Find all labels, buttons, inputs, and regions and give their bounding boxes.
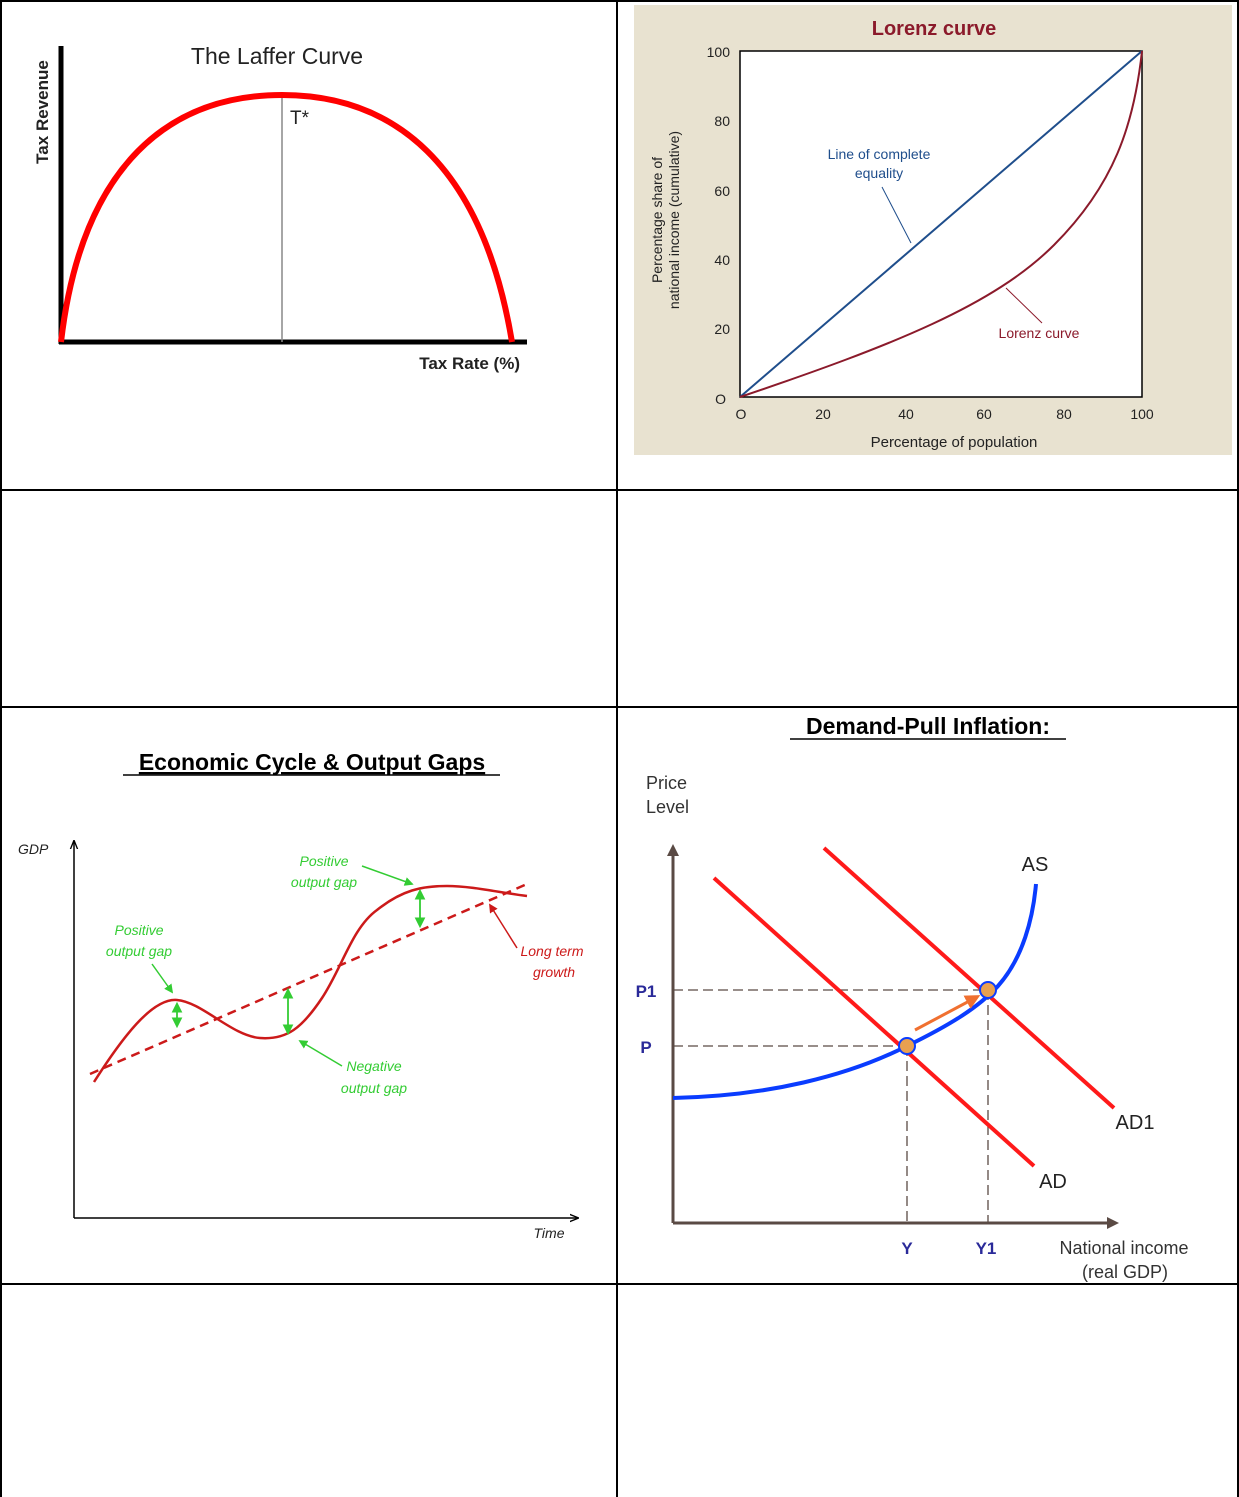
lorenz-y-tick: 80 xyxy=(714,113,730,129)
table-row-divider xyxy=(0,489,1239,491)
cycle-x-axis-label: Time xyxy=(534,1225,565,1241)
cycle-y-axis-label: GDP xyxy=(18,841,49,857)
lorenz-title: Lorenz curve xyxy=(872,18,996,40)
laffer-x-axis-label: Tax Rate (%) xyxy=(419,354,520,373)
inflation-shift-arrow xyxy=(914,995,981,1032)
inflation-y-axis-label-1: Price xyxy=(646,773,687,793)
table-border-right xyxy=(1237,0,1239,1497)
inflation-title: Demand-Pull Inflation: xyxy=(806,713,1050,739)
economic-cycle-cell: Economic Cycle & Output Gaps GDP Time Po… xyxy=(2,708,616,1283)
lorenz-y-tick: 20 xyxy=(714,321,730,337)
lorenz-x-tick: 80 xyxy=(1056,406,1072,422)
cycle-positive-gap-label-2b: output gap xyxy=(291,874,357,890)
inflation-x-axis-label-2: (real GDP) xyxy=(1082,1262,1168,1282)
lorenz-x-tick: 100 xyxy=(1130,406,1154,422)
table-row-divider xyxy=(0,706,1239,708)
lorenz-curve-diagram: Lorenz curve 100 80 60 40 20 O O 20 40 6… xyxy=(634,5,1232,455)
lorenz-x-tick: 60 xyxy=(976,406,992,422)
table-row-divider xyxy=(0,1283,1239,1285)
inflation-p-label: P xyxy=(640,1038,651,1057)
cycle-positive-gap-label-1b: output gap xyxy=(106,943,172,959)
lorenz-x-tick: 20 xyxy=(815,406,831,422)
inflation-ad1-label: AD1 xyxy=(1116,1112,1155,1134)
lorenz-equality-label-1: Line of complete xyxy=(828,146,931,162)
inflation-equilibrium-point xyxy=(898,1037,916,1055)
cycle-negative-gap-label-b: output gap xyxy=(341,1080,407,1096)
table-border-top xyxy=(0,0,1239,2)
lorenz-curve-cell: Lorenz curve 100 80 60 40 20 O O 20 40 6… xyxy=(634,5,1232,455)
cycle-trend-pointer xyxy=(489,903,518,949)
lorenz-origin-y: O xyxy=(715,391,726,407)
inflation-ad1-curve xyxy=(822,846,1116,1110)
demand-pull-diagram: Demand-Pull Inflation: Price Level AS AD… xyxy=(636,713,1189,1282)
lorenz-y-tick: 40 xyxy=(714,252,730,268)
lorenz-equality-pointer xyxy=(881,186,912,244)
inflation-as-label: AS xyxy=(1022,854,1049,876)
cycle-trend-line xyxy=(89,882,528,1076)
laffer-title: The Laffer Curve xyxy=(191,43,363,69)
lorenz-y-tick: 60 xyxy=(714,183,730,199)
inflation-ad-curve xyxy=(712,876,1036,1168)
lorenz-curve-label: Lorenz curve xyxy=(999,325,1080,341)
cycle-negative-gap-pointer xyxy=(298,1040,343,1067)
lorenz-y-axis-label-1: Percentage share of xyxy=(649,157,665,283)
lorenz-y-tick: 100 xyxy=(707,44,731,60)
inflation-x-axis-label-1: National income xyxy=(1059,1238,1188,1258)
inflation-p1-label: P1 xyxy=(636,982,657,1001)
cycle-positive-gap-pointer-1 xyxy=(151,963,174,994)
table-border-left xyxy=(0,0,2,1497)
lorenz-curve-line xyxy=(739,50,1143,398)
laffer-curve-diagram: The Laffer Curve Tax Revenue T* Tax Rate… xyxy=(33,43,527,373)
cycle-negative-gap-label-a: Negative xyxy=(346,1058,401,1074)
inflation-y1-label: Y1 xyxy=(976,1239,997,1258)
inflation-y-label: Y xyxy=(901,1239,913,1258)
laffer-y-axis-label: Tax Revenue xyxy=(33,60,52,164)
lorenz-y-axis-label-2: national income (cumulative) xyxy=(666,131,682,309)
inflation-ad-label: AD xyxy=(1039,1171,1067,1193)
cycle-trend-label-b: growth xyxy=(533,964,575,980)
cycle-title: Economic Cycle & Output Gaps xyxy=(139,749,485,775)
laffer-peak-label: T* xyxy=(290,108,310,129)
economic-cycle-diagram: Economic Cycle & Output Gaps GDP Time Po… xyxy=(18,749,584,1241)
demand-pull-cell: Demand-Pull Inflation: Price Level AS AD… xyxy=(618,708,1237,1283)
lorenz-origin-x: O xyxy=(736,406,747,422)
lorenz-equality-line xyxy=(739,50,1143,398)
cycle-positive-gap-label-1a: Positive xyxy=(114,922,163,938)
inflation-as-curve xyxy=(672,883,1038,1100)
lorenz-x-tick: 40 xyxy=(898,406,914,422)
cycle-positive-gap-label-2a: Positive xyxy=(299,853,348,869)
laffer-curve xyxy=(58,91,515,343)
inflation-new-equilibrium-point xyxy=(979,981,997,999)
lorenz-equality-label-2: equality xyxy=(855,165,903,181)
lorenz-curve-pointer xyxy=(1005,287,1043,324)
lorenz-x-axis-label: Percentage of population xyxy=(871,434,1038,451)
laffer-curve-cell: The Laffer Curve Tax Revenue T* Tax Rate… xyxy=(2,2,616,489)
table-column-divider xyxy=(616,0,618,1497)
cycle-positive-gap-pointer-2 xyxy=(361,865,414,886)
cycle-gdp-curve xyxy=(92,884,528,1083)
inflation-y-axis-label-2: Level xyxy=(646,797,689,817)
cycle-trend-label-a: Long term xyxy=(520,943,583,959)
